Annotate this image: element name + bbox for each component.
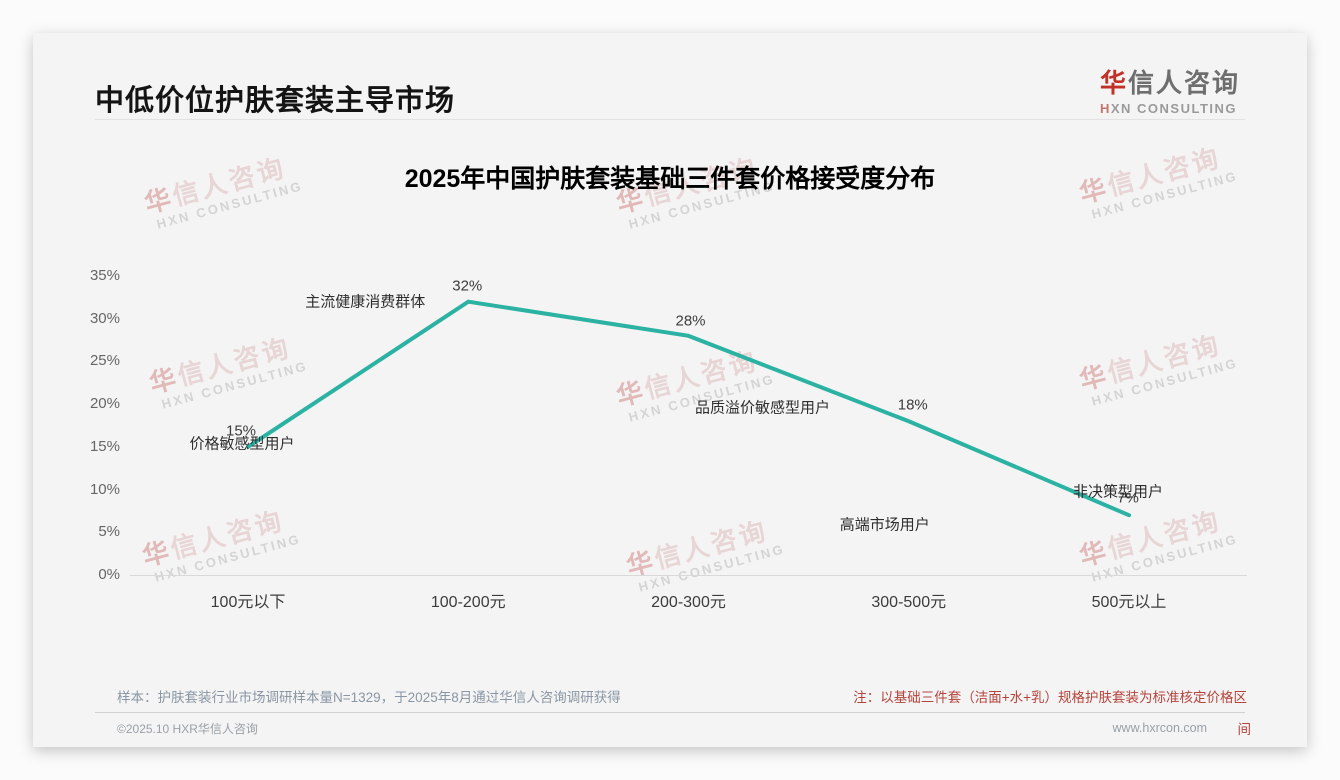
data-point-value: 7%: [1117, 489, 1139, 507]
y-tick-label: 30%: [89, 309, 120, 327]
header-divider: [95, 119, 1245, 120]
y-tick-label: 0%: [98, 565, 120, 583]
segment-annotation: 高端市场用户: [839, 516, 930, 534]
copyright-text: ©2025.10 HXR华信人咨询: [117, 722, 258, 736]
chart-title: 2025年中国护肤套装基础三件套价格接受度分布: [404, 165, 936, 193]
y-tick-label: 25%: [89, 352, 120, 370]
x-axis-label: 100-200元: [430, 594, 506, 611]
x-axis-label: 500元以上: [1091, 594, 1167, 611]
slide-card: 华信人咨询 HXN CONSULTING 华信人咨询 HXN CONSULTING 华信…: [33, 33, 1307, 747]
brand-logo: 华信人咨询 HXN CONSULTING: [1100, 63, 1240, 116]
sample-note: 样本：护肤套装行业市场调研样本量N=1329，于2025年8月通过华信人咨询调研…: [117, 690, 621, 705]
data-point-value: 32%: [452, 277, 483, 295]
footer-divider: [95, 712, 1245, 713]
price-note: 注：以基础三件套（洁面+水+乳）规格护肤套装为标准核定价格区: [853, 690, 1247, 705]
segment-annotation: 主流健康消费群体: [305, 293, 426, 311]
segment-annotation: 品质溢价敏感型用户: [694, 399, 831, 417]
page-title: 中低价位护肤套装主导市场: [95, 85, 456, 117]
trend-line: [246, 299, 1131, 518]
data-point-value: 28%: [675, 312, 706, 330]
brand-logo-cn: 华信人咨询: [1099, 68, 1240, 98]
trend-line-svg: [246, 299, 1131, 518]
segment-annotation: 非决策型用户: [1072, 483, 1164, 501]
x-axis-label: 200-300元: [651, 594, 726, 611]
data-point-value: 18%: [897, 396, 928, 414]
y-tick-label: 35%: [89, 267, 120, 284]
website-url: www.hxrcon.com: [1112, 721, 1207, 735]
y-tick-label: 10%: [89, 480, 120, 498]
segment-annotation: 价格敏感型用户: [189, 435, 295, 453]
price-note-wrapped-char: 间: [1237, 722, 1252, 737]
x-axis-line: [130, 575, 1247, 576]
y-tick-label: 15%: [89, 437, 120, 455]
y-tick-label: 5%: [98, 523, 120, 541]
brand-logo-en: HXN CONSULTING: [1099, 101, 1238, 116]
data-point-value: 15%: [225, 422, 257, 440]
x-axis-label: 300-500元: [871, 594, 947, 611]
x-axis-label: 100元以下: [210, 594, 286, 611]
y-tick-label: 20%: [89, 395, 120, 413]
